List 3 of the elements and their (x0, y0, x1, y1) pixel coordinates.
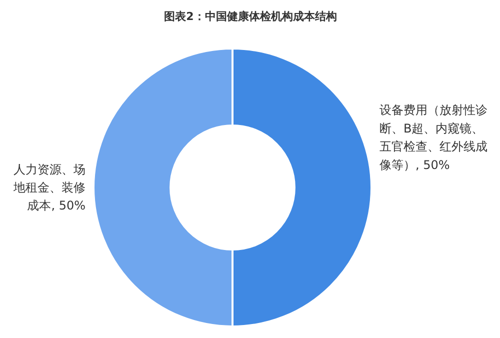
chart-title: 图表2：中国健康体检机构成本结构 (164, 10, 337, 23)
slice-label: 人力资源、场地租金、装修成本, 50% (12, 162, 86, 213)
slice-label: 设备费用（放射性诊断、B超、内窥镜、五官检查、红外线成像等）, 50% (380, 103, 488, 172)
